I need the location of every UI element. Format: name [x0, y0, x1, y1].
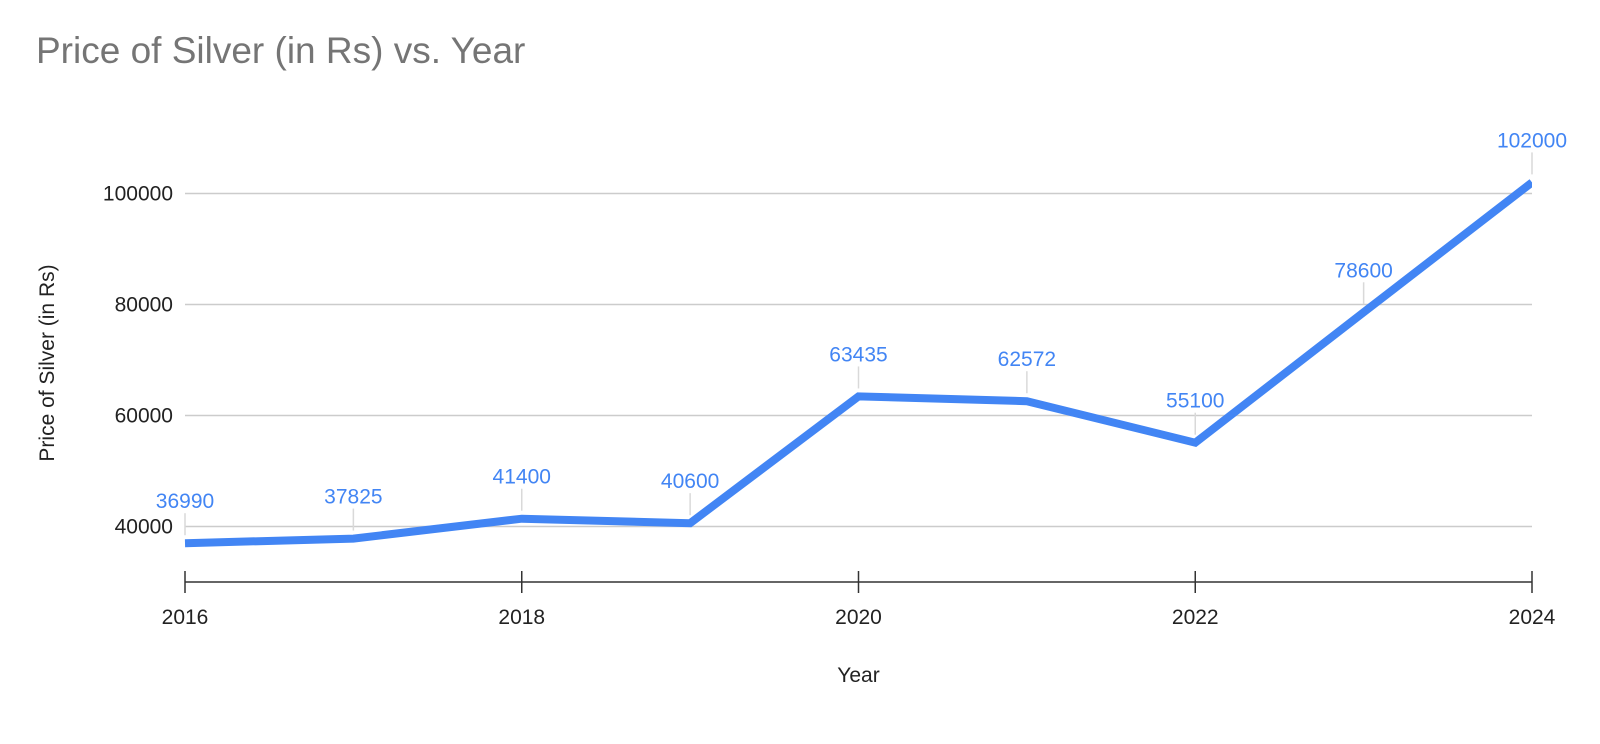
data-label: 62572	[998, 348, 1056, 371]
data-label: 41400	[493, 466, 551, 489]
data-label: 78600	[1334, 259, 1392, 282]
x-tick-label: 2022	[1172, 606, 1219, 629]
x-tick-label: 2016	[162, 606, 209, 629]
data-label: 37825	[324, 486, 382, 509]
y-axis-title: Price of Silver (in Rs)	[36, 264, 59, 461]
data-label: 40600	[661, 470, 719, 493]
y-tick-label: 40000	[115, 516, 173, 539]
x-axis-title: Year	[837, 664, 879, 687]
x-tick-label: 2020	[835, 606, 882, 629]
data-label: 55100	[1166, 390, 1224, 413]
y-tick-label: 80000	[115, 294, 173, 317]
y-axis: 40000 60000 80000 100000	[103, 183, 173, 539]
y-tick-label: 100000	[103, 183, 173, 206]
chart-title: Price of Silver (in Rs) vs. Year	[36, 30, 525, 72]
data-label: 36990	[156, 490, 214, 513]
y-tick-label: 60000	[115, 405, 173, 428]
data-label: 63435	[829, 343, 887, 366]
x-tick-label: 2018	[498, 606, 545, 629]
x-tick-label: 2024	[1509, 606, 1556, 629]
data-label: 102000	[1497, 129, 1567, 152]
x-axis: 2016 2018 2020 2022 2024	[162, 571, 1556, 629]
